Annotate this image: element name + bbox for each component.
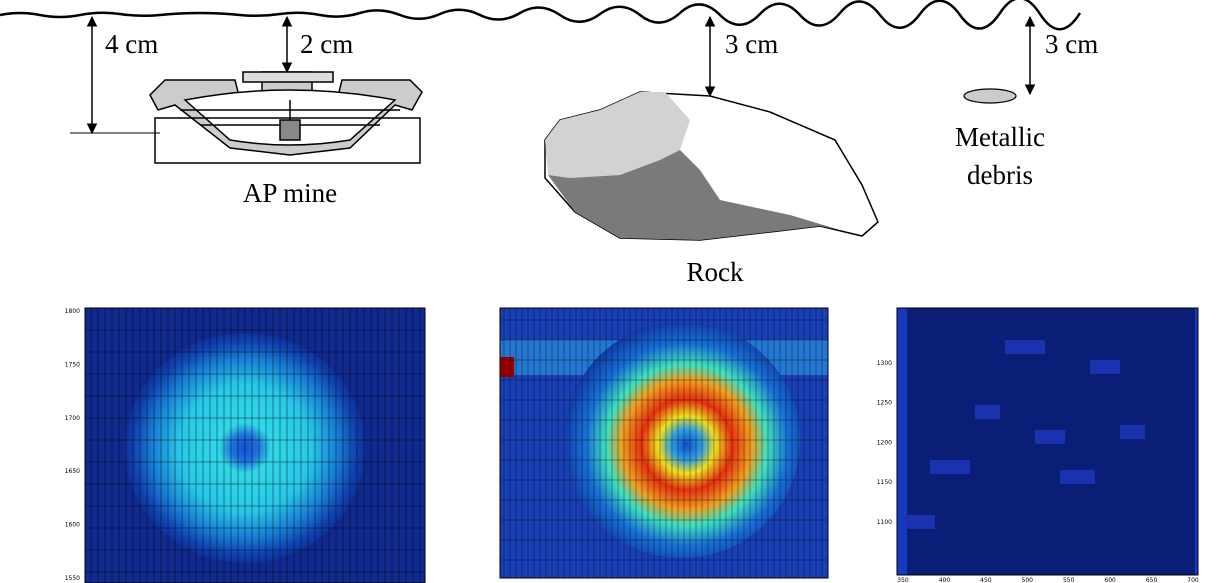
y-tick-label: 1700 <box>65 415 80 422</box>
figure: 4 cm 2 cm AP mine 3 cm Rock 3 cm Metalli… <box>0 0 1216 583</box>
x-tick-label: 700 <box>1187 577 1199 583</box>
y-tick-label: 1100 <box>877 519 892 526</box>
mine-drawing <box>150 72 422 163</box>
object-label: Metallic <box>955 122 1045 152</box>
depth-label: 3 cm <box>725 29 778 59</box>
depth-label: 3 cm <box>1045 29 1098 59</box>
x-tick-label: 500 <box>1022 577 1034 583</box>
y-tick-label: 1550 <box>65 575 80 582</box>
y-tick-label: 1750 <box>65 361 80 368</box>
debris-drawing <box>964 89 1016 103</box>
y-tick-label: 1650 <box>65 468 80 475</box>
x-tick-label: 450 <box>980 577 992 583</box>
object-label: debris <box>967 160 1033 190</box>
y-tick-label: 1300 <box>877 360 892 367</box>
object-label: AP mine <box>243 178 337 208</box>
heatmap-debris <box>897 308 1198 575</box>
x-tick-label: 650 <box>1146 577 1158 583</box>
ground-surface <box>0 0 1080 29</box>
x-tick-label: 550 <box>1063 577 1075 583</box>
y-tick-label: 1800 <box>65 308 80 315</box>
heatmap-mine <box>85 308 425 583</box>
depth-label: 4 cm <box>105 29 158 59</box>
y-tick-label: 1250 <box>877 400 892 407</box>
object-label: Rock <box>687 257 744 287</box>
y-tick-label: 1200 <box>877 439 892 446</box>
x-tick-label: 600 <box>1104 577 1116 583</box>
y-tick-label: 1150 <box>877 479 892 486</box>
x-tick-label: 400 <box>939 577 951 583</box>
y-tick-label: 1600 <box>65 522 80 529</box>
depth-label: 2 cm <box>300 29 353 59</box>
heatmap-rock <box>500 308 828 578</box>
rock-drawing <box>545 92 878 240</box>
x-tick-label: 350 <box>897 577 909 583</box>
